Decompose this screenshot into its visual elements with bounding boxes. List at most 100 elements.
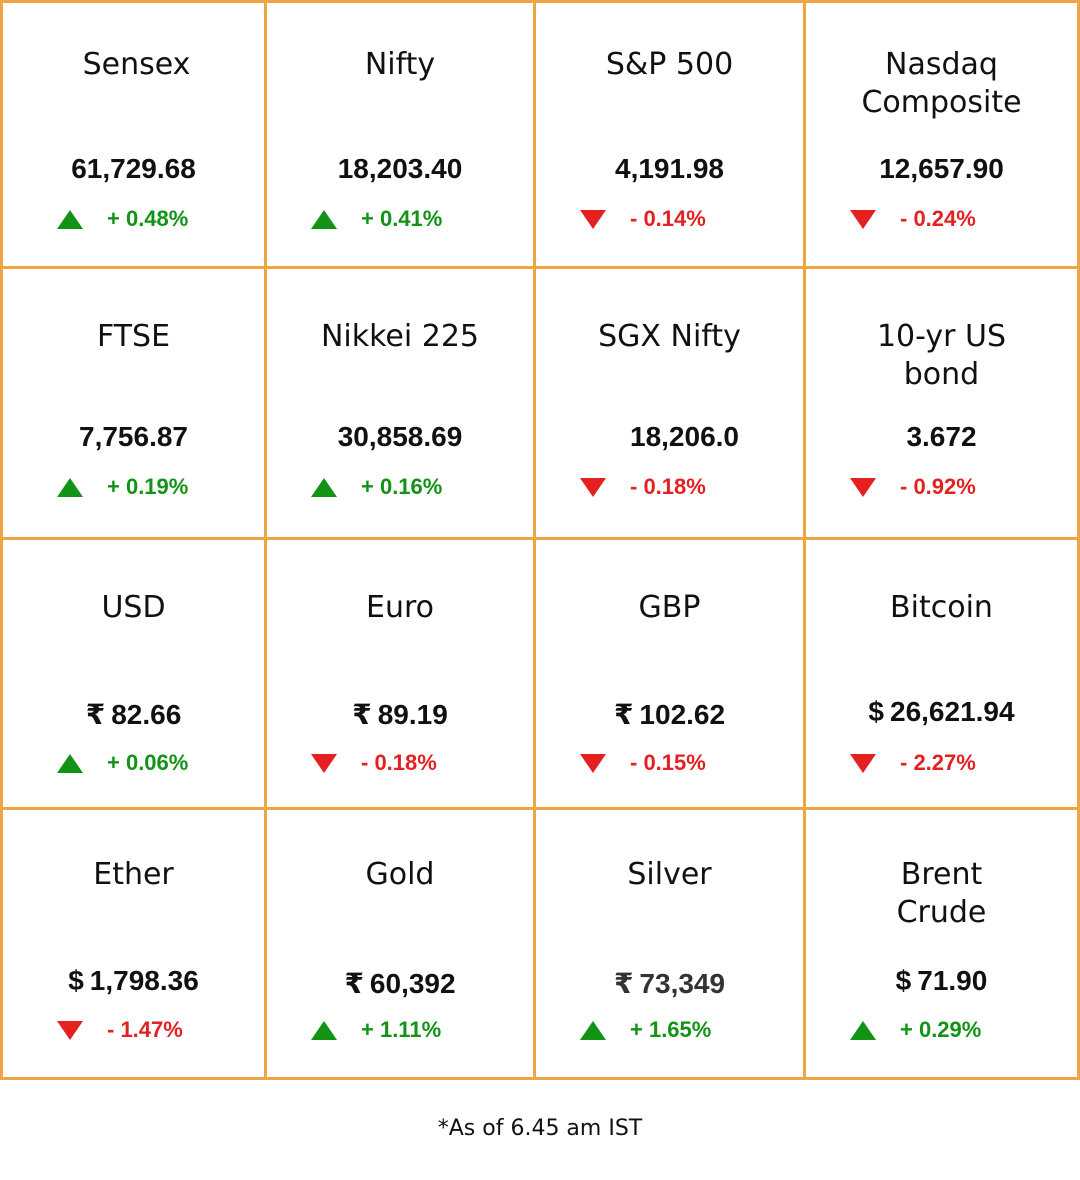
market-card-sp500: S&P 500 4,191.98 - 0.14% [536, 0, 806, 269]
change-percent: + 0.19% [107, 474, 189, 499]
market-change: - 0.15% [580, 750, 706, 776]
market-name: FTSE [96, 319, 171, 354]
market-card-bitcoin: Bitcoin $26,621.94 - 2.27% [806, 540, 1080, 810]
market-name: Euro [366, 590, 434, 625]
market-change: + 1.65% [580, 1017, 711, 1043]
timestamp-footnote: *As of 6.45 am IST [437, 1116, 643, 1141]
market-card-nifty: Nifty 18,203.40 + 0.41% [267, 0, 536, 269]
down-arrow-icon [850, 753, 876, 773]
down-arrow-icon [311, 753, 337, 773]
market-card-euro: Euro ₹89.19 - 0.18% [267, 540, 536, 810]
market-change: + 1.11% [311, 1017, 441, 1043]
market-name: Bitcoin [890, 590, 993, 625]
market-value: 61,729.68 [71, 153, 196, 184]
market-change: + 0.16% [311, 474, 442, 500]
change-percent: + 0.16% [361, 474, 443, 499]
change-percent: - 0.18% [361, 750, 437, 775]
change-percent: + 0.29% [900, 1017, 982, 1042]
currency-symbol: ₹ [352, 699, 372, 730]
market-value: 7,756.87 [79, 421, 188, 452]
currency-symbol: $ [895, 965, 912, 996]
market-value: ₹89.19 [352, 699, 448, 730]
market-name: Ether [93, 857, 174, 892]
market-name: Nikkei 225 [320, 319, 480, 354]
market-value: 18,206.0 [630, 421, 739, 452]
market-change: - 2.27% [850, 750, 976, 776]
market-value: ₹82.66 [85, 699, 182, 730]
currency-symbol: ₹ [344, 968, 364, 999]
market-change: - 0.18% [311, 750, 437, 776]
market-name: Nasdaq Composite [861, 47, 1022, 120]
up-arrow-icon [311, 1020, 337, 1040]
change-percent: + 1.65% [630, 1017, 712, 1042]
currency-symbol: ₹ [613, 968, 634, 999]
currency-symbol: $ [868, 696, 884, 727]
change-percent: - 2.27% [900, 750, 976, 775]
up-arrow-icon [57, 753, 83, 773]
up-arrow-icon [850, 1020, 876, 1040]
change-percent: - 0.24% [900, 206, 976, 231]
change-percent: - 0.92% [900, 474, 976, 499]
down-arrow-icon [580, 477, 606, 497]
market-card-sgx-nifty: SGX Nifty 18,206.0 - 0.18% [536, 269, 806, 540]
market-value: ₹73,349 [613, 968, 726, 999]
market-name: SGX Nifty [598, 319, 741, 354]
market-name: S&P 500 [605, 47, 734, 82]
market-grid: Sensex 61,729.68 + 0.48% Nifty 18,203.40… [0, 0, 1080, 1080]
currency-symbol: ₹ [613, 699, 634, 730]
market-change: + 0.19% [57, 474, 188, 500]
up-arrow-icon [580, 1020, 606, 1040]
change-percent: + 0.06% [107, 750, 189, 775]
market-card-ftse: FTSE 7,756.87 + 0.19% [0, 269, 267, 540]
market-card-usd: USD ₹82.66 + 0.06% [0, 540, 267, 810]
market-change: - 0.14% [580, 206, 706, 232]
down-arrow-icon [850, 209, 876, 229]
market-name: GBP [638, 590, 701, 625]
market-value: 30,858.69 [337, 421, 463, 452]
market-name: Nifty [364, 47, 436, 82]
market-change: - 0.92% [850, 474, 976, 500]
market-value: 12,657.90 [879, 153, 1004, 184]
market-name: Silver [627, 857, 712, 892]
market-card-gold: Gold ₹60,392 + 1.11% [267, 810, 536, 1080]
up-arrow-icon [311, 477, 337, 497]
market-change: + 0.48% [57, 206, 188, 232]
market-change: - 0.24% [850, 206, 976, 232]
market-change: + 0.06% [57, 750, 188, 776]
up-arrow-icon [57, 477, 83, 497]
change-percent: - 0.14% [630, 206, 706, 231]
market-card-brent-crude: Brent Crude $71.90 + 0.29% [806, 810, 1080, 1080]
market-change: - 1.47% [57, 1017, 183, 1043]
market-card-nikkei: Nikkei 225 30,858.69 + 0.16% [267, 269, 536, 540]
change-percent: - 0.15% [630, 750, 706, 775]
down-arrow-icon [57, 1020, 83, 1040]
down-arrow-icon [580, 753, 606, 773]
down-arrow-icon [580, 209, 606, 229]
change-percent: + 0.48% [107, 206, 189, 231]
market-change: + 0.41% [311, 206, 442, 232]
market-name: USD [101, 590, 166, 625]
change-percent: + 0.41% [361, 206, 443, 231]
market-value: 3.672 [906, 421, 977, 452]
market-card-nasdaq: Nasdaq Composite 12,657.90 - 0.24% [806, 0, 1080, 269]
market-name: 10-yr US bond [876, 319, 1007, 392]
market-card-sensex: Sensex 61,729.68 + 0.48% [0, 0, 267, 269]
market-value: ₹60,392 [344, 968, 456, 999]
market-card-us-bond: 10-yr US bond 3.672 - 0.92% [806, 269, 1080, 540]
currency-symbol: $ [68, 965, 84, 996]
market-value: 4,191.98 [615, 153, 724, 184]
change-percent: + 1.11% [361, 1017, 442, 1042]
market-value: 18,203.40 [337, 153, 463, 184]
market-name: Brent Crude [896, 857, 987, 930]
market-name: Sensex [82, 47, 191, 82]
market-card-silver: Silver ₹73,349 + 1.65% [536, 810, 806, 1080]
market-change: - 0.18% [580, 474, 706, 500]
market-value: $71.90 [895, 965, 988, 996]
currency-symbol: ₹ [85, 699, 106, 730]
market-value: $1,798.36 [68, 965, 199, 996]
market-card-ether: Ether $1,798.36 - 1.47% [0, 810, 267, 1080]
market-card-gbp: GBP ₹102.62 - 0.15% [536, 540, 806, 810]
change-percent: - 0.18% [630, 474, 706, 499]
market-name: Gold [365, 857, 435, 892]
market-change: + 0.29% [850, 1017, 981, 1043]
